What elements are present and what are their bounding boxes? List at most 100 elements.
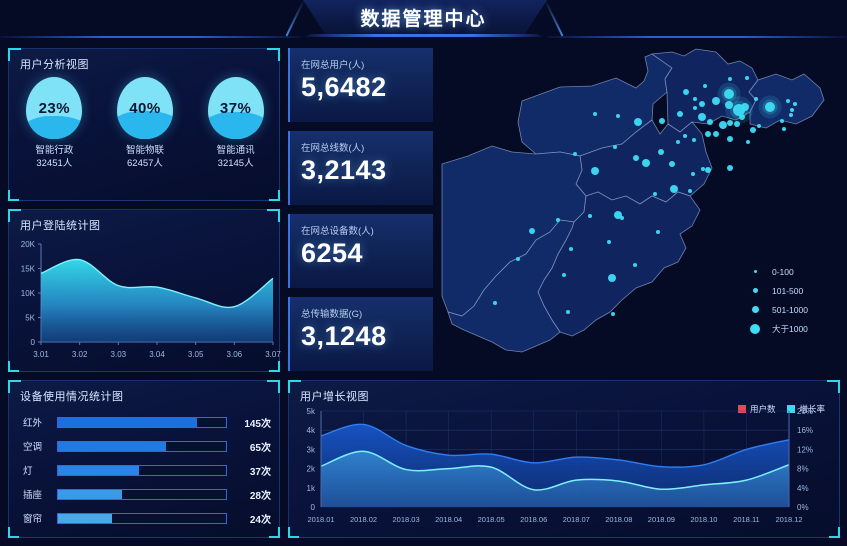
map-legend-row[interactable]: 101-500 [748,281,808,300]
panel-title-growth: 用户增长视图 [300,391,369,403]
device-bar-track [57,488,227,500]
svg-text:0: 0 [311,503,316,512]
svg-text:20K: 20K [21,240,36,249]
device-bar-fill [58,441,166,451]
liquid-ball-item[interactable]: 23% 智能行政 32451人 [17,77,91,171]
svg-text:2018.09: 2018.09 [648,515,675,524]
header-banner [303,0,547,34]
liquid-category-value: 32451人 [36,157,73,169]
map-legend-dot-icon [748,270,762,273]
panel-title-login: 用户登陆统计图 [20,220,101,232]
svg-text:1k: 1k [307,484,316,493]
panel-title-device: 设备使用情况统计图 [20,391,124,403]
device-bar-row[interactable]: 窗帘 24次 [23,507,271,529]
svg-text:4k: 4k [307,426,316,435]
kpi-card-online-devices[interactable]: 在网总设备数(人) 6254 [288,214,433,288]
svg-text:0: 0 [31,338,36,347]
device-bar-track [57,416,227,428]
device-usage-bar-chart: 红外 145次 空调 65次灯 37次插座 28次窗帘 24次 [23,411,271,531]
map-legend-label: 501-1000 [772,304,808,315]
growth-area-chart[interactable]: 0 1k 2k 3k 4k 5k 0% 4% 8% 12% 16% 20% 2018.01 2018.02… [289,403,841,537]
growth-chart-legend[interactable]: 用户数 增长率 [737,403,825,415]
growth-legend-item[interactable]: 增长率 [787,403,825,415]
device-bar-value: 37次 [249,466,271,478]
kpi-value: 3,1248 [301,321,387,351]
map-legend-row[interactable]: 501-1000 [748,300,808,319]
device-bar-fill [58,417,198,427]
device-bar-value: 24次 [249,514,271,526]
liquid-percent-label: 23% [38,99,71,117]
device-bar-label: 窗帘 [23,514,43,525]
kpi-card-online-users[interactable]: 在网总用户(人) 5,6482 [288,48,433,122]
svg-text:2k: 2k [307,465,316,474]
panel-user-growth: 用户增长视图 用户数 增长率 0 1k 2k 3k 4k 5k 0% 4% 8% 12% 16% 20%… [288,380,840,538]
dashboard-header: 数据管理中心 [0,0,847,40]
header-rule-right [548,36,847,38]
growth-legend-item[interactable]: 用户数 [737,403,775,415]
svg-text:3.05: 3.05 [188,350,204,359]
liquid-fill [207,112,264,139]
map-legend-label: 101-500 [772,285,804,296]
svg-text:2018.07: 2018.07 [563,515,590,524]
kpi-card-total-transfer[interactable]: 总传输数据(G) 3,1248 [288,297,433,371]
liquid-fill [26,115,83,139]
panel-login-stats: 用户登陆统计图 0 5K 10K 15K 20K 3.01 3.02 3.03 3.04 3.05… [8,209,281,372]
device-bar-fill [58,489,122,499]
svg-text:2018.02: 2018.02 [350,515,377,524]
svg-text:3.02: 3.02 [72,350,88,359]
liquid-ball-gauge: 37% [207,77,264,139]
liquid-category-value: 32145人 [217,157,254,169]
device-bar-row[interactable]: 插座 28次 [23,483,271,505]
liquid-percent-label: 37% [219,99,252,117]
device-bar-track [57,512,227,524]
map-svg[interactable] [440,44,847,376]
svg-text:3.07: 3.07 [265,350,281,359]
svg-text:2018.10: 2018.10 [690,515,717,524]
svg-text:15K: 15K [21,265,36,274]
svg-text:3.03: 3.03 [111,350,127,359]
kpi-value: 3,2143 [301,155,387,185]
page-title: 数据管理中心 [360,9,487,30]
device-bar-label: 红外 [23,418,43,429]
legend-swatch-icon [737,405,746,413]
kpi-label: 在网总线数(人) [301,143,365,154]
svg-text:8%: 8% [797,465,809,474]
panel-title-user-analysis: 用户分析视图 [20,59,89,71]
kpi-label: 在网总用户(人) [301,60,365,71]
svg-text:3.06: 3.06 [227,350,243,359]
login-area-chart[interactable]: 0 5K 10K 15K 20K 3.01 3.02 3.03 3.04 3.05 3.06 3.07 [9,234,281,370]
device-bar-value: 28次 [249,490,271,502]
svg-text:3.01: 3.01 [33,350,49,359]
legend-label: 增长率 [799,404,825,414]
device-bar-row[interactable]: 灯 37次 [23,459,271,481]
device-bar-track [57,440,227,452]
device-bar-track [57,464,227,476]
map-legend-row[interactable]: 大于1000 [748,319,808,338]
map-legend-dot-icon [748,323,762,334]
liquid-ball-item[interactable]: 40% 智能物联 62457人 [108,77,182,171]
device-bar-fill [58,513,112,523]
svg-text:2018.01: 2018.01 [307,515,334,524]
liquid-category-name: 智能行政 [35,145,74,156]
svg-text:2018.12: 2018.12 [775,515,802,524]
header-underline [305,34,543,37]
map-legend-row[interactable]: 0-100 [748,262,808,281]
device-bar-row[interactable]: 空调 65次 [23,435,271,457]
svg-text:2018.06: 2018.06 [520,515,547,524]
kpi-label: 总传输数据(G) [301,309,363,320]
liquid-ball-gauge: 23% [26,77,83,139]
region-map[interactable]: 0-100 101-500 501-1000 大于1000 [440,44,847,376]
device-bar-label: 插座 [23,490,43,501]
kpi-card-online-lines[interactable]: 在网总线数(人) 3,2143 [288,131,433,205]
device-bar-row[interactable]: 红外 145次 [23,411,271,433]
svg-text:5k: 5k [307,407,316,416]
liquid-ball-item[interactable]: 37% 智能通讯 32145人 [199,77,273,171]
liquid-category-name: 智能物联 [125,145,164,156]
svg-text:5K: 5K [25,314,35,323]
svg-text:4%: 4% [797,484,809,493]
svg-text:2018.04: 2018.04 [435,515,462,524]
kpi-value: 5,6482 [301,72,387,102]
device-bar-value: 65次 [249,442,271,454]
svg-text:3.04: 3.04 [149,350,165,359]
map-legend: 0-100 101-500 501-1000 大于1000 [748,262,808,338]
